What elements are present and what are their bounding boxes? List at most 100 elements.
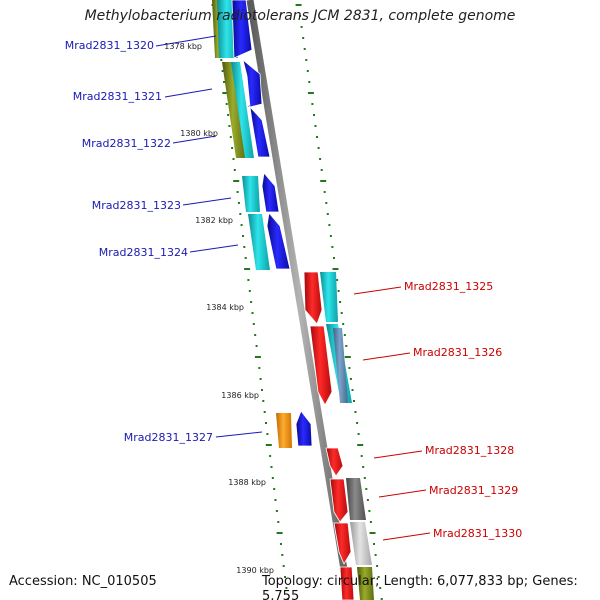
minor-tick-mark xyxy=(311,103,314,105)
gene-label-mrad2831-1327[interactable]: Mrad2831_1327 xyxy=(123,431,213,444)
minor-tick-mark xyxy=(366,499,369,501)
inner-tick-track xyxy=(211,4,289,600)
minor-tick-mark xyxy=(336,279,339,281)
minor-tick-mark xyxy=(316,136,318,138)
gene-label-mrad2831-1329[interactable]: Mrad2831_1329 xyxy=(429,484,519,497)
minor-tick-mark xyxy=(380,598,383,600)
minor-tick-mark xyxy=(254,334,257,336)
gene-arrow-partial xyxy=(339,566,355,600)
minor-tick-mark xyxy=(377,576,380,578)
scale-tick-label: 1378 kbp xyxy=(164,42,202,51)
minor-tick-mark xyxy=(248,290,251,292)
minor-tick-mark xyxy=(356,422,359,424)
gene-label-mrad2831-1320[interactable]: Mrad2831_1320 xyxy=(64,39,154,52)
minor-tick-mark xyxy=(220,59,223,61)
gene-arrow-mrad2831-1327[interactable] xyxy=(295,410,313,447)
major-tick-mark xyxy=(307,92,314,94)
minor-tick-mark xyxy=(223,81,225,83)
gene-arrow-mrad2831-1320[interactable] xyxy=(231,0,253,59)
scale-tick-label: 1386 kbp xyxy=(221,391,259,400)
minor-tick-mark xyxy=(266,433,269,435)
major-tick-mark xyxy=(254,356,261,358)
outer-tick-track xyxy=(295,4,383,600)
category-band xyxy=(350,522,372,565)
minor-tick-mark xyxy=(233,169,236,171)
gene-arrow-mrad2831-1326[interactable] xyxy=(309,325,333,406)
gene-arrow-mrad2831-1321[interactable] xyxy=(242,58,263,108)
leader-line xyxy=(189,244,239,253)
minor-tick-mark xyxy=(379,587,382,589)
gene-arrow-mrad2831-1322[interactable] xyxy=(249,105,271,158)
scale-tick-label: 1380 kbp xyxy=(180,129,218,138)
minor-tick-mark xyxy=(319,158,322,160)
minor-tick-mark xyxy=(275,510,278,512)
leader-line xyxy=(378,489,427,498)
gene-label-mrad2831-1328[interactable]: Mrad2831_1328 xyxy=(425,444,515,457)
minor-tick-mark xyxy=(348,367,351,369)
gene-label-mrad2831-1326[interactable]: Mrad2831_1326 xyxy=(413,346,503,359)
minor-tick-mark xyxy=(228,125,231,127)
scale-tick-label: 1388 kbp xyxy=(228,478,266,487)
minor-tick-mark xyxy=(314,125,317,127)
genome-summary-text: Topology: circular; Length: 6,077,833 bp… xyxy=(262,574,578,600)
minor-tick-mark xyxy=(231,147,234,149)
minor-tick-mark xyxy=(349,378,352,380)
minor-tick-mark xyxy=(227,114,230,116)
gene-arrow-mrad2831-1325[interactable] xyxy=(303,271,323,325)
minor-tick-mark xyxy=(306,70,309,72)
minor-tick-mark xyxy=(303,48,306,50)
leader-line xyxy=(353,286,402,295)
category-band xyxy=(222,62,246,158)
major-tick-mark xyxy=(357,444,364,446)
major-tick-mark xyxy=(244,268,251,270)
gene-label-mrad2831-1324[interactable]: Mrad2831_1324 xyxy=(98,246,188,259)
minor-tick-mark xyxy=(305,59,308,61)
leader-line xyxy=(373,450,423,459)
minor-tick-mark xyxy=(259,378,262,380)
leader-line xyxy=(182,197,232,206)
minor-tick-mark xyxy=(270,466,273,468)
minor-tick-mark xyxy=(308,81,311,83)
minor-tick-mark xyxy=(225,103,228,105)
minor-tick-mark xyxy=(269,455,272,457)
minor-tick-mark xyxy=(299,15,302,17)
minor-tick-mark xyxy=(320,169,323,171)
minor-tick-mark xyxy=(376,565,379,567)
minor-tick-mark xyxy=(351,389,354,391)
accession-text: Accession: NC_010505 xyxy=(9,574,157,589)
minor-tick-mark xyxy=(286,598,289,600)
minor-tick-mark xyxy=(252,323,255,325)
minor-tick-mark xyxy=(313,114,315,116)
scale-tick-label: 1382 kbp xyxy=(195,216,233,225)
major-tick-mark xyxy=(320,180,327,182)
minor-tick-mark xyxy=(354,411,357,413)
gene-label-mrad2831-1325[interactable]: Mrad2831_1325 xyxy=(404,280,494,293)
gene-label-mrad2831-1321[interactable]: Mrad2831_1321 xyxy=(72,90,162,103)
leader-line xyxy=(172,135,217,144)
gene-arrow-mrad2831-1328[interactable] xyxy=(325,447,344,477)
minor-tick-mark xyxy=(243,246,246,248)
gene-arrow-mrad2831-1323[interactable] xyxy=(261,172,280,213)
major-tick-mark xyxy=(295,4,302,6)
minor-tick-mark xyxy=(374,554,377,556)
forward-strand-genes xyxy=(231,0,313,447)
gene-arrow-mrad2831-1324[interactable] xyxy=(266,212,291,270)
minor-tick-mark xyxy=(262,400,265,402)
gene-label-mrad2831-1330[interactable]: Mrad2831_1330 xyxy=(433,527,523,540)
gene-label-mrad2831-1322[interactable]: Mrad2831_1322 xyxy=(81,137,171,150)
minor-tick-mark xyxy=(237,202,240,204)
category-bands-reverse xyxy=(320,272,374,600)
scale-tick-label: 1390 kbp xyxy=(236,566,274,575)
minor-tick-mark xyxy=(333,257,335,259)
minor-tick-mark xyxy=(365,488,368,490)
gene-arrow-mrad2831-1330[interactable] xyxy=(333,522,352,565)
minor-tick-mark xyxy=(284,576,286,578)
minor-tick-mark xyxy=(343,334,346,336)
category-band xyxy=(320,272,338,322)
gene-arrow-mrad2831-1329[interactable] xyxy=(329,478,349,523)
gene-label-mrad2831-1323[interactable]: Mrad2831_1323 xyxy=(91,199,181,212)
major-tick-mark xyxy=(276,532,283,534)
minor-tick-mark xyxy=(300,26,303,28)
leader-line xyxy=(164,88,213,98)
